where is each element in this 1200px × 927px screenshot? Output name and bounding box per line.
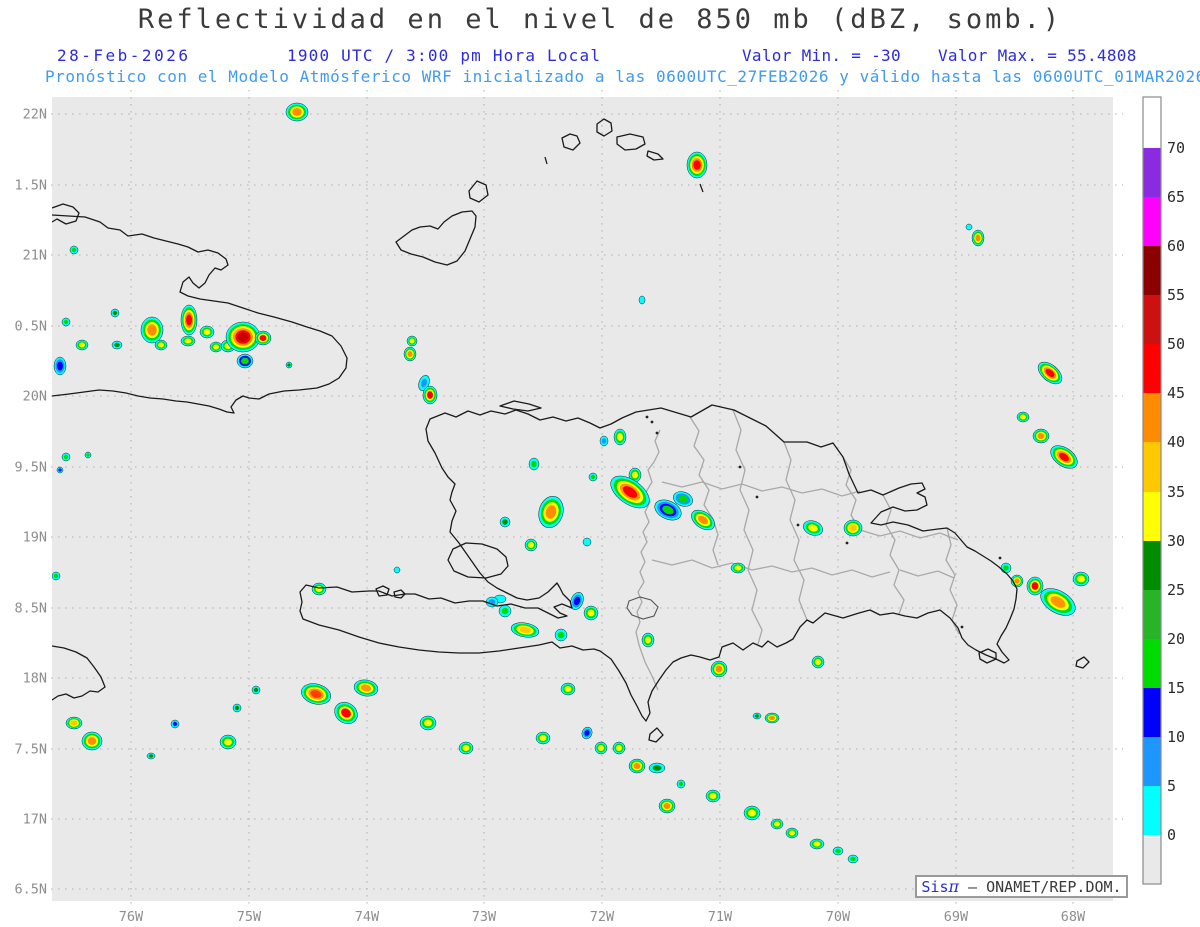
colorbar-label-60: 60 [1167,237,1185,255]
hispaniola-coastline [299,404,1018,722]
lat-label-17N: 17N [23,812,47,828]
lat-label-1.5N: 1.5N [14,178,47,194]
province-line-6 [842,456,861,531]
lon-label-68W: 68W [1061,909,1086,925]
lat-label-20N: 20N [23,389,47,405]
coastlines [52,118,1090,743]
pi-symbol-icon: π [948,877,960,896]
subtitle-forecast: Pronóstico con el Modelo Atmósferico WRF… [45,67,1200,86]
province-line-2 [732,409,763,645]
province-line-11 [712,518,719,566]
cuba_hook-coastline [52,203,80,225]
lat-label-6.5N: 6.5N [14,882,47,898]
province-line-10 [899,569,955,579]
vache_1-coastline [375,585,390,597]
great_inagua-coastline [395,210,477,266]
map-background [52,97,1113,901]
subtitle-time: 1900 UTC / 3:00 pm Hora Local [287,46,602,65]
province-line-7 [882,494,905,615]
vache_2-coastline [393,589,406,599]
province-line-1 [689,416,714,520]
lon-label-69W: 69W [944,909,969,925]
beata-coastline [648,727,664,743]
gonave-coastline [447,542,509,579]
colorbar-label-55: 55 [1167,286,1185,304]
subtitle-max-value: Valor Max. = 55.4808 [938,46,1137,65]
saona-coastline [978,648,997,664]
tortue-coastline [499,400,542,412]
province-line-8 [945,527,960,635]
little_inagua-coastline [468,180,489,203]
lon-label-72W: 72W [590,909,615,925]
province-line-0 [635,429,661,691]
colorbar-label-25: 25 [1167,581,1185,599]
province-boundaries [635,409,960,691]
province-line-9 [859,529,959,541]
caicos_west-coastline [561,133,581,151]
colorbar-label-70: 70 [1167,139,1185,157]
lat-label-21N: 21N [23,248,47,264]
caicos_middle-coastline [616,133,646,151]
province-line-5 [651,559,891,578]
colorbar-label-15: 15 [1167,679,1185,697]
mona-coastline [1075,656,1090,669]
axis-labels: 22N 1.5N 21N 0.5N 20N 9.5N 19N 8.5N 18N 7.5N 17N 6.… [14,107,1086,926]
caicos_islet-coastline [544,156,548,165]
jamaica-coastline [52,645,106,701]
lat-label-0.5N: 0.5N [14,319,47,335]
lat-label-7.5N: 7.5N [14,742,47,758]
lon-label-70W: 70W [826,909,851,925]
watermark-text: – ONAMET/REP.DOM. [968,878,1122,896]
lon-label-74W: 74W [355,909,380,925]
colorbar-label-0: 0 [1167,826,1176,844]
colorbar-label-65: 65 [1167,188,1185,206]
province-line-3 [783,441,808,621]
colorbar-label-50: 50 [1167,335,1185,353]
page-title: Reflectividad en el nivel de 850 mb (dBZ… [137,4,1063,35]
colorbar-label-35: 35 [1167,483,1185,501]
province-line-4 [661,481,861,497]
watermark-badge: Sisπ – ONAMET/REP.DOM. [915,875,1128,898]
cuba-coastline [52,214,348,414]
lon-label-73W: 73W [472,909,497,925]
grand_turk-coastline [699,183,704,193]
lat-label-22N: 22N [23,107,47,123]
watermark-brand: Sis [921,878,949,896]
subtitle-date: 28-Feb-2026 [57,46,191,65]
subtitle-min-value: Valor Min. = -30 [742,46,901,65]
colorbar-label-5: 5 [1167,777,1176,795]
colorbar-label-10: 10 [1167,728,1185,746]
reflectivity-cells [52,102,1090,864]
enriquillo-lake [626,596,659,620]
lat-label-18N: 18N [23,671,47,687]
caicos_south-coastline [646,150,664,161]
lon-label-76W: 76W [119,909,144,925]
caicos_prov-coastline [596,118,613,137]
colorbar-label-30: 30 [1167,532,1185,550]
lakes [626,596,659,620]
colorbar-label-20: 20 [1167,630,1185,648]
colorbar-label-45: 45 [1167,384,1185,402]
lat-label-9.5N: 9.5N [14,460,47,476]
lat-label-8.5N: 8.5N [14,601,47,617]
lon-label-71W: 71W [708,909,733,925]
map-dots [645,415,1002,629]
colorbar-label-40: 40 [1167,433,1185,451]
lon-label-75W: 75W [237,909,262,925]
grid-lines [44,90,1123,908]
lat-label-19N: 19N [23,530,47,546]
